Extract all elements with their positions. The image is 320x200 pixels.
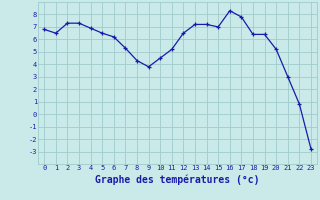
X-axis label: Graphe des températures (°c): Graphe des températures (°c) [95,174,260,185]
